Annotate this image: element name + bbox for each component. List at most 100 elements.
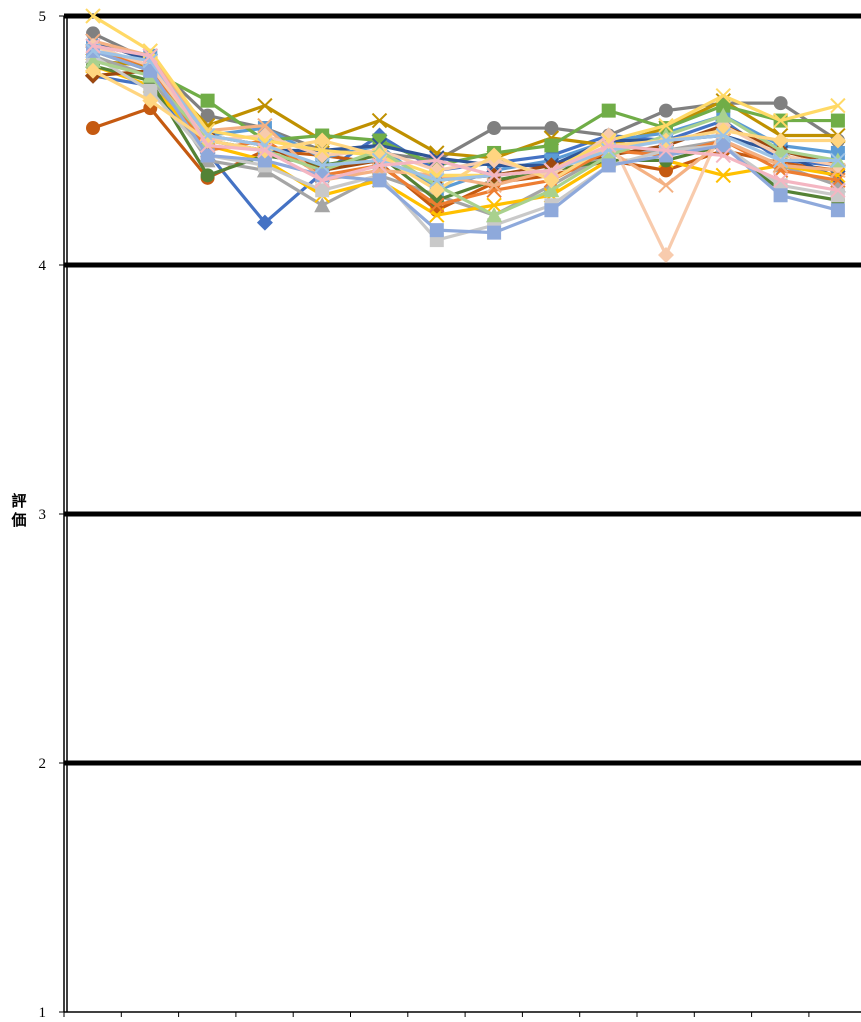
data-point-stroke [199,137,216,154]
data-point-stroke [85,38,101,54]
data-point-stroke [543,162,560,179]
y-tick-label-1: 1 [39,1005,47,1017]
y-axis-label: 評価 [11,492,27,529]
data-point [772,152,789,169]
data-point [142,92,159,109]
data-point-stroke [830,182,846,199]
data-point [600,137,617,154]
data-point-stroke [658,142,674,159]
series-line [92,59,838,160]
data-point [773,96,788,111]
gridlines [64,13,861,766]
data-point-stroke [715,167,732,184]
data-point [200,93,215,108]
data-point [486,147,503,164]
series-line [92,49,839,207]
data-point-stroke [429,152,445,169]
data-point [371,157,388,174]
data-point [543,162,560,179]
data-point [544,121,559,136]
data-point [543,182,560,198]
data-point-stroke [257,142,273,159]
data-point-stroke [658,177,674,194]
data-point [772,132,789,149]
series-line [92,69,838,192]
data-point [715,107,732,123]
data-point [257,142,273,159]
data-point [142,48,159,64]
data-point [830,203,845,218]
data-point [315,183,330,198]
data-point-stroke [85,8,101,24]
data-point [257,117,273,134]
data-point [85,8,101,24]
data-point [829,132,846,149]
data-point [314,197,331,213]
data-point-stroke [486,167,502,184]
data-point [544,203,559,218]
data-point [429,197,445,213]
y-tick-label-4: 4 [39,258,47,274]
data-point [200,168,215,183]
data-point-stroke [142,53,159,69]
data-point [658,177,674,194]
data-point [200,108,215,123]
series-line [92,49,838,167]
data-point-stroke [772,152,789,169]
data-point-stroke [314,142,330,159]
y-tick-label-3: 3 [39,507,47,523]
data-point-stroke [429,172,445,189]
series-21 [85,38,846,199]
data-point [601,158,616,173]
data-point-stroke [772,112,789,129]
data-point [715,147,732,164]
data-point-stroke [257,117,273,134]
data-point [773,188,788,203]
data-point [715,87,732,104]
data-point [314,172,330,189]
data-point [658,142,674,159]
series-group [85,8,846,264]
data-point-stroke [772,172,789,189]
data-point [830,97,846,114]
data-point [772,112,789,129]
series-line [92,49,839,235]
data-point [601,103,616,118]
data-point [830,188,845,203]
data-point [371,112,388,129]
data-point-stroke [429,150,445,166]
data-point [830,152,846,169]
data-point-stroke [314,172,330,189]
data-point [659,163,673,178]
series-line [92,14,839,177]
data-point-stroke [257,97,273,114]
data-point-stroke [830,97,846,114]
data-point [85,52,101,68]
data-point-stroke [371,157,388,174]
data-point [486,207,503,223]
data-point-stroke [600,137,617,154]
data-point [314,132,331,149]
data-point-stroke [715,87,732,104]
data-point [772,172,789,189]
axes [59,15,861,1017]
data-point [658,117,674,134]
data-point-stroke [486,197,502,213]
data-point [143,83,158,98]
data-point [429,172,445,189]
data-point-stroke [715,147,732,164]
data-point [199,137,216,154]
data-point [486,197,502,213]
data-point [429,152,445,169]
data-point [372,133,387,148]
series-13 [86,48,845,248]
data-point [716,98,731,113]
y-tick-labels: 1 2 3 4 5 [39,9,47,1021]
data-point [659,103,673,118]
data-point [544,138,559,153]
series-line [92,49,838,182]
series-line [92,44,839,192]
data-point [256,214,273,231]
